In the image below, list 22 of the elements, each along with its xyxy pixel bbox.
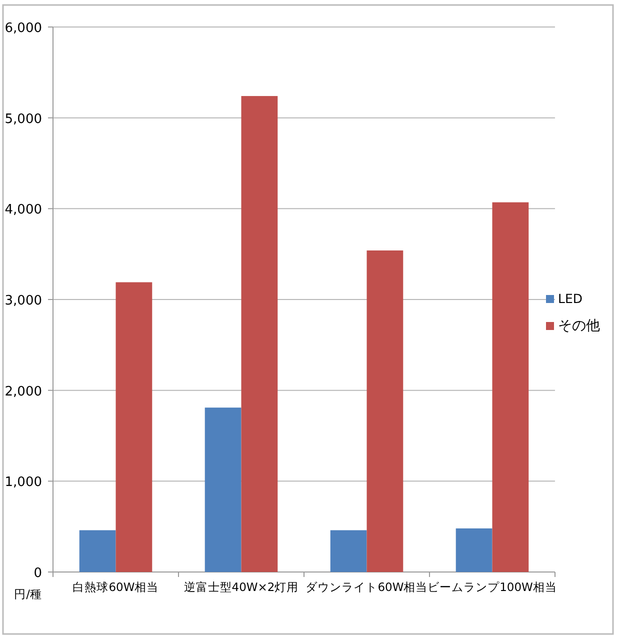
y-tick-label: 3,000 bbox=[4, 294, 42, 308]
y-tick-label: 4,000 bbox=[4, 202, 42, 218]
bar bbox=[79, 530, 116, 572]
x-tick-label: 白熱球60W相当 bbox=[72, 580, 159, 594]
y-tick-label: 1,000 bbox=[4, 475, 42, 490]
bar bbox=[492, 202, 529, 572]
legend-label: その他 bbox=[558, 318, 600, 334]
x-tick-label: ビームランプ100W相当 bbox=[428, 580, 557, 594]
y-axis-title: 円/種 bbox=[14, 587, 42, 601]
x-tick-label: 逆富士型40W×2灯用 bbox=[184, 580, 299, 594]
legend-label: LED bbox=[558, 291, 582, 306]
x-tick-label: ダウンライト60W相当 bbox=[306, 580, 428, 594]
y-tick-label: 6,000 bbox=[4, 21, 42, 36]
bar bbox=[366, 250, 404, 572]
bar bbox=[116, 282, 152, 572]
bar bbox=[330, 530, 367, 572]
bar bbox=[204, 408, 242, 572]
bar bbox=[456, 528, 492, 572]
y-tick-label: 5,000 bbox=[4, 112, 42, 127]
bar bbox=[241, 96, 278, 572]
y-tick-label: 2,000 bbox=[4, 384, 42, 400]
y-tick-label: 0 bbox=[34, 566, 42, 581]
